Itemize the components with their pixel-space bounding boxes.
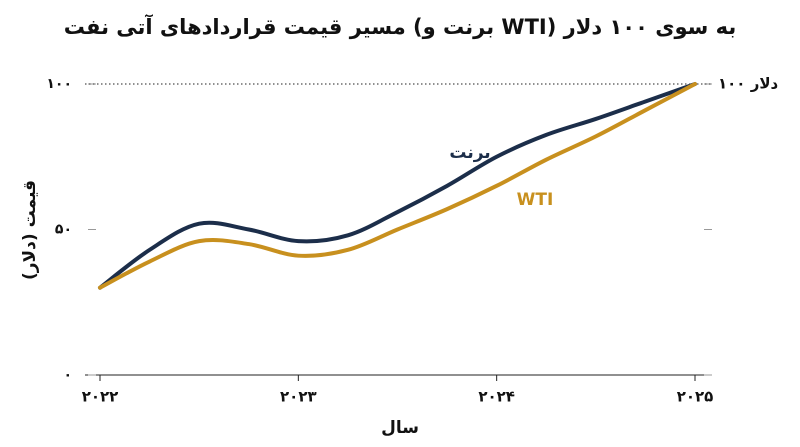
- y-tick-label: ۰: [63, 367, 72, 383]
- y-axis-label: قیمت (دلار): [20, 180, 40, 280]
- x-tick-label: ۲۰۲۴: [478, 388, 515, 406]
- x-tick-label: ۲۰۲۳: [280, 388, 317, 406]
- y-tick-label: ۱۰۰: [46, 76, 72, 92]
- chart-title: مسیر قیمت قراردادهای آتی نفت (برنت و WTI…: [64, 14, 736, 39]
- series-line: [98, 82, 697, 290]
- x-axis-label: سال: [381, 418, 419, 438]
- series-line: [98, 82, 697, 290]
- y-tick-label: ۵۰: [55, 222, 72, 238]
- x-tick-label: ۲۰۲۲: [82, 388, 119, 406]
- x-tick-label: ۲۰۲۵: [677, 388, 714, 406]
- reference-label: ۱۰۰ دلار: [718, 75, 779, 93]
- series-label: WTI: [517, 190, 554, 210]
- series-label: برنت: [449, 143, 490, 163]
